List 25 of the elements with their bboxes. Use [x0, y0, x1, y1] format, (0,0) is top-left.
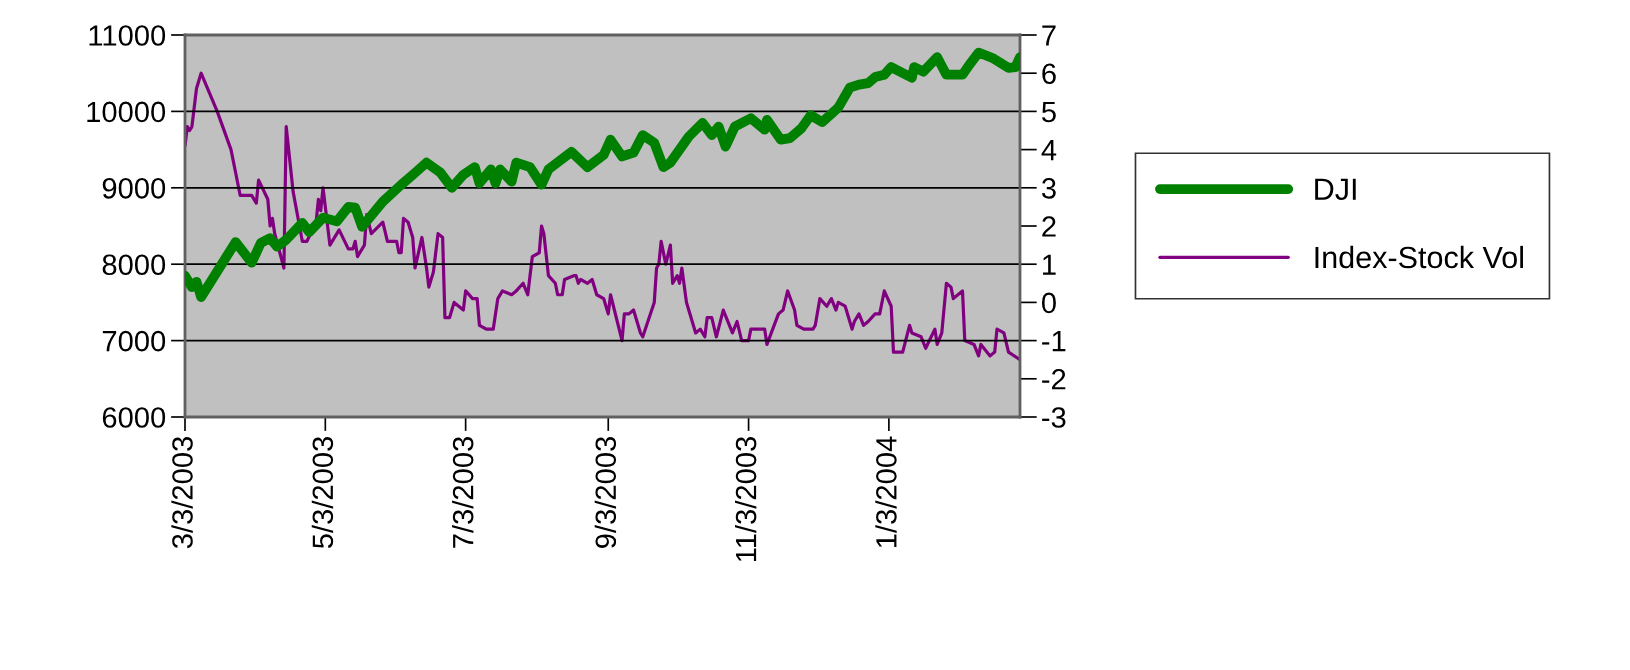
y2-tick-label: 3: [1041, 178, 1056, 199]
y2-tick-label: 5: [1042, 101, 1056, 123]
y2-tick-label: 7: [1042, 25, 1056, 46]
x-tick-label: 9/3/2003: [594, 437, 617, 548]
y-tick-label: 7000: [102, 330, 166, 352]
y2-tick-label: -1: [1042, 331, 1066, 352]
y2-tick-label: 2: [1042, 216, 1056, 237]
legend-label: Index-Stock Vol: [1315, 245, 1523, 269]
y2-tick-label: 6: [1042, 63, 1056, 85]
y2-tick-label: 4: [1041, 140, 1057, 161]
x-tick-label: 5/3/2003: [311, 437, 334, 549]
y2-tick-label: 1: [1043, 254, 1056, 275]
y2-tick-label: -3: [1042, 407, 1066, 428]
x-tick-label: 7/3/2003: [452, 437, 474, 548]
y-tick-label: 6000: [102, 407, 166, 428]
y-tick-label: 11000: [89, 25, 166, 46]
legend-label: DJI: [1315, 178, 1356, 201]
y-tick-label: 8000: [102, 254, 166, 276]
y-tick-label: 9000: [102, 178, 166, 199]
x-tick-label: 3/3/2003: [171, 437, 193, 549]
x-tick-label: 11/3/2003: [734, 437, 757, 562]
y2-tick-label: 0: [1041, 292, 1056, 314]
y2-tick-label: -2: [1042, 369, 1066, 390]
y-tick-label: 10000: [87, 101, 166, 123]
x-tick-label: 1/3/2004: [875, 436, 897, 548]
